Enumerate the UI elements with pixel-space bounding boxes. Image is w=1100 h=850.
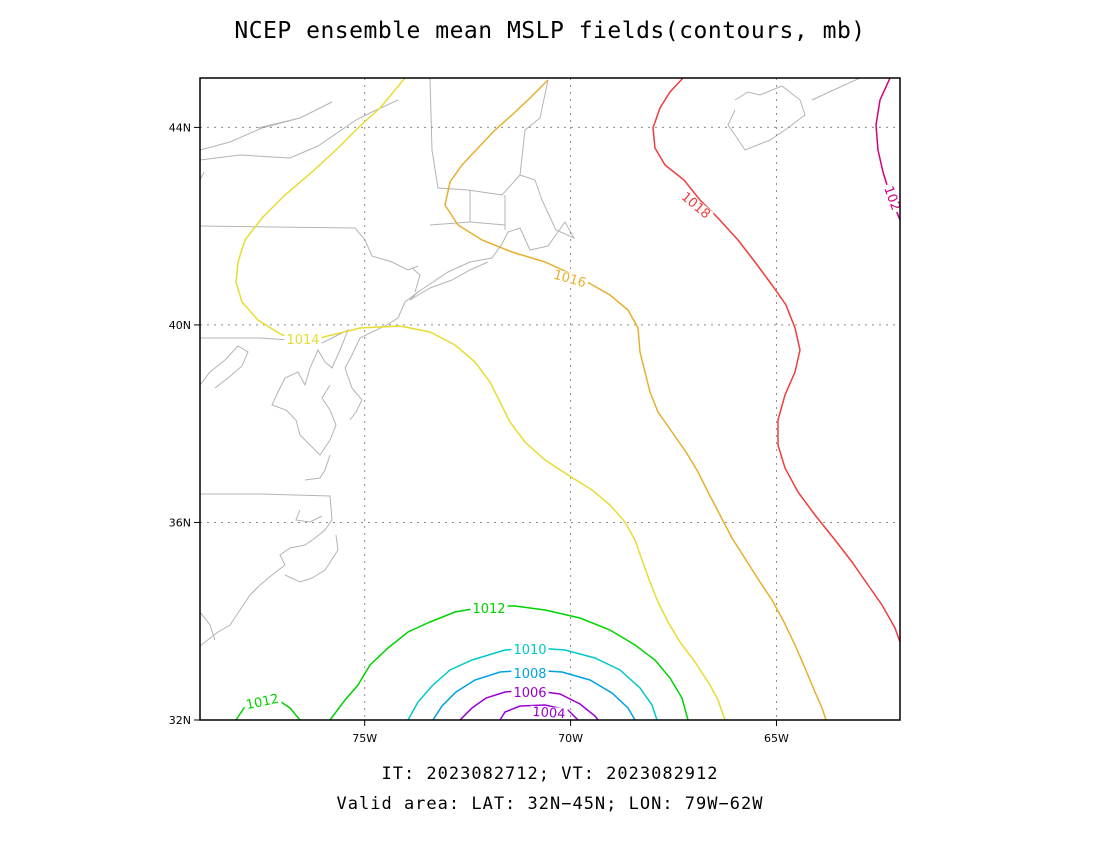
border-us-canada bbox=[200, 99, 399, 181]
tick-label-lon-70W: 70W bbox=[558, 732, 583, 745]
contour-label-1016: 1016 bbox=[552, 268, 588, 292]
contour-1012-main bbox=[329, 605, 689, 720]
tick-label-lon-65W: 65W bbox=[764, 732, 789, 745]
tick-label-lat-44N: 44N bbox=[169, 121, 191, 134]
contour-label-bg bbox=[549, 268, 590, 291]
init-valid-time: IT: 2023082712; VT: 2023082912 bbox=[381, 764, 719, 784]
contour-label-bg bbox=[880, 182, 900, 215]
contour-label-bg bbox=[677, 189, 714, 223]
valid-area: Valid area: LAT: 32N−45N; LON: 79W−62W bbox=[336, 794, 764, 814]
tick-label-lat-32N: 32N bbox=[169, 714, 191, 727]
contour-label-1014: 1014 bbox=[286, 333, 319, 348]
contour-label-layer: 1004 1006 1008 1010 1012 1012 1014 1016 … bbox=[243, 182, 900, 722]
coastline-pamlico bbox=[284, 509, 339, 583]
tick-label-lon-75W: 75W bbox=[352, 732, 377, 745]
contour-label-1004: 1004 bbox=[532, 705, 566, 722]
contour-label-1012-west: 1012 bbox=[245, 692, 280, 714]
contour-label-1012-main: 1012 bbox=[472, 602, 505, 617]
contour-layer bbox=[235, 78, 900, 720]
contour-label-bg bbox=[511, 644, 549, 657]
coastline-nova-scotia bbox=[727, 78, 861, 151]
contour-label-bg bbox=[511, 668, 549, 681]
contour-label-bg bbox=[243, 692, 283, 713]
contour-label-bg bbox=[284, 334, 322, 347]
contour-label-bg bbox=[470, 603, 508, 616]
coastline-nc bbox=[200, 493, 333, 647]
tick-label-lat-36N: 36N bbox=[169, 516, 191, 529]
coastline-nj-delaware bbox=[344, 291, 419, 421]
tick-label-lat-40N: 40N bbox=[169, 319, 191, 332]
contour-1014 bbox=[235, 78, 726, 720]
contour-label-1006: 1006 bbox=[513, 686, 546, 701]
contour-1004 bbox=[499, 704, 579, 720]
coastline-canada-west bbox=[200, 101, 333, 151]
map-title: NCEP ensemble mean MSLP fields(contours,… bbox=[234, 18, 866, 44]
coastline-virginia bbox=[200, 345, 331, 481]
border-state-lines bbox=[200, 190, 506, 271]
contour-1016 bbox=[444, 79, 827, 720]
coastline-sc bbox=[200, 611, 216, 641]
contour-label-bg bbox=[529, 705, 568, 720]
contour-label-bg bbox=[511, 687, 549, 700]
contour-label-1010: 1010 bbox=[513, 643, 546, 658]
coastline-chesapeake bbox=[200, 328, 349, 456]
plot-frame bbox=[199, 77, 901, 721]
coastline-layer bbox=[200, 78, 861, 647]
coastline-gulf-of-maine bbox=[409, 174, 576, 301]
coastline-maine-canada bbox=[429, 78, 549, 196]
coastline-long-island bbox=[409, 261, 489, 301]
axis-ticks: 32N 36N 40N 44N 75W 70W 65W bbox=[169, 121, 789, 745]
contour-label-1008: 1008 bbox=[513, 667, 546, 682]
contour-1018 bbox=[652, 78, 900, 643]
grid-layer bbox=[200, 78, 900, 720]
